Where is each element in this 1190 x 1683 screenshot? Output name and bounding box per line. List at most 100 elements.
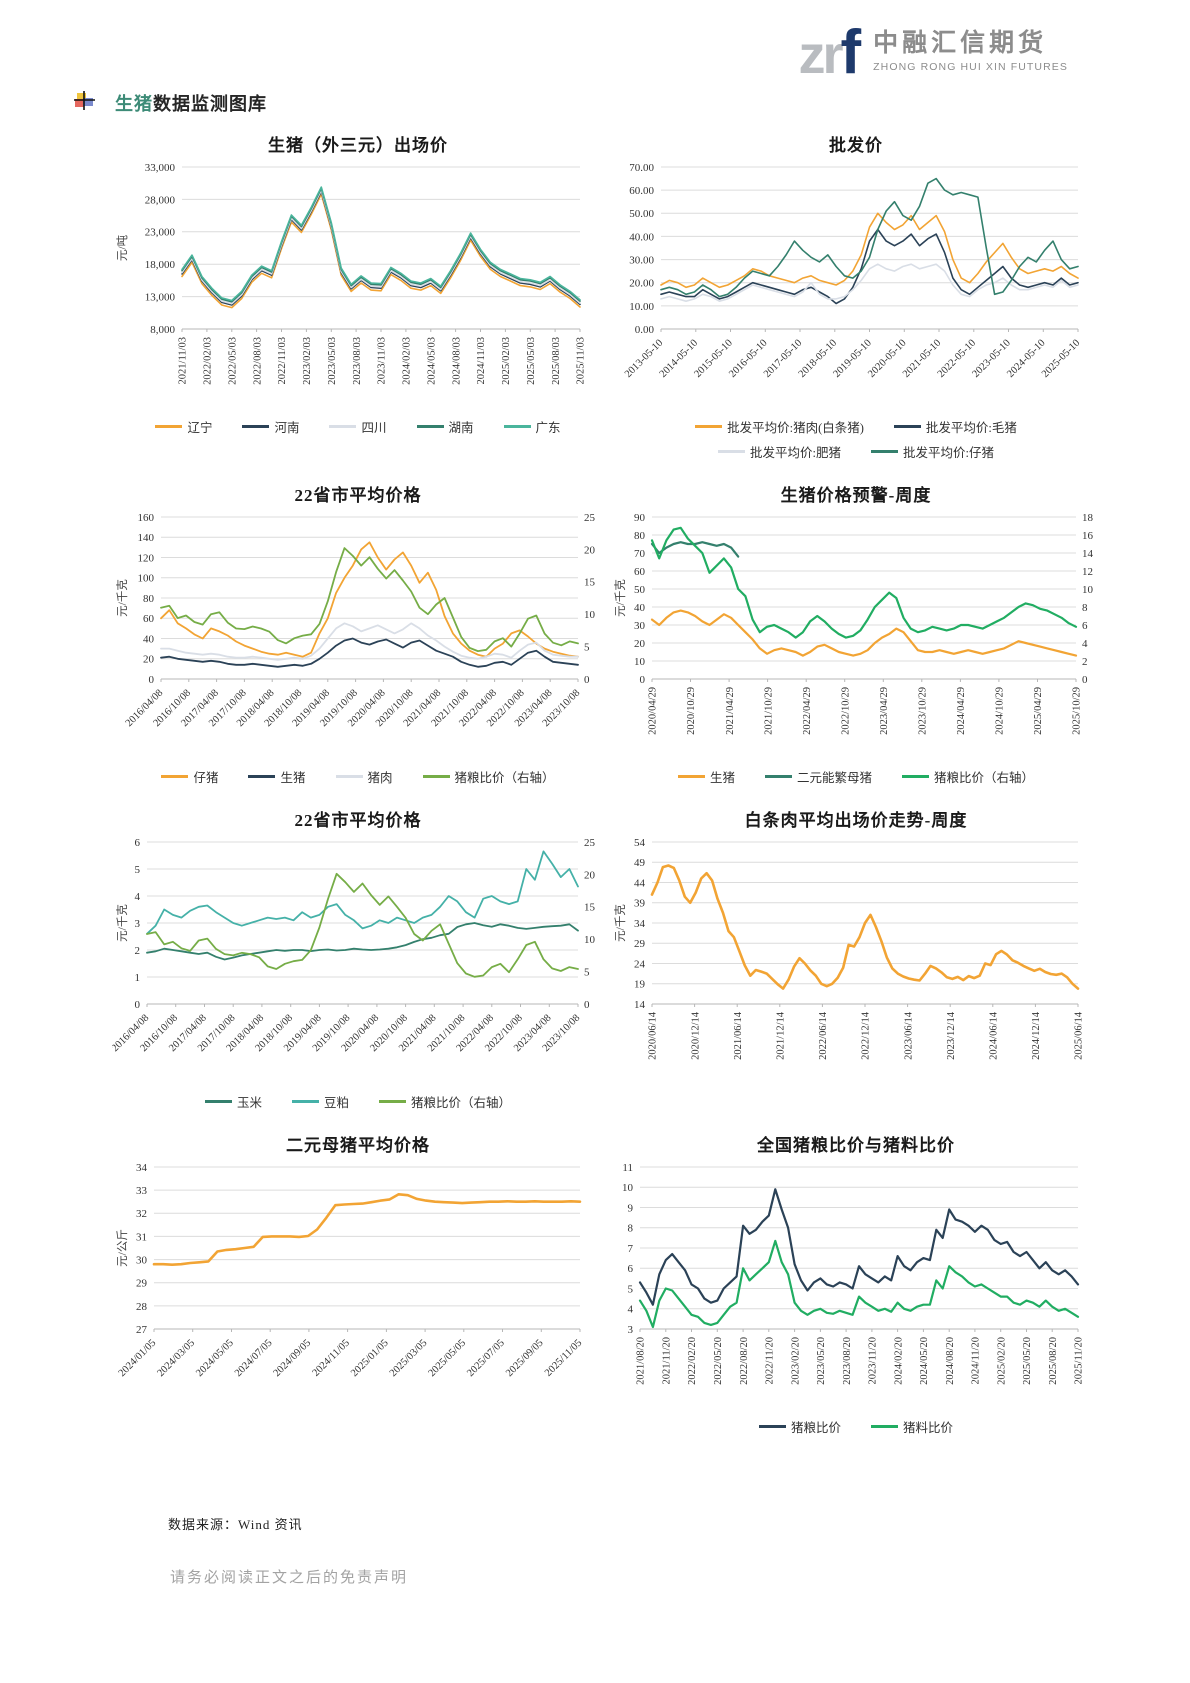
legend-line-marker-icon	[155, 425, 183, 428]
svg-text:6: 6	[135, 837, 141, 849]
svg-text:5: 5	[135, 864, 141, 876]
svg-text:40: 40	[143, 633, 155, 645]
svg-text:50.00: 50.00	[629, 208, 654, 220]
svg-text:2025/05/05: 2025/05/05	[427, 1338, 469, 1380]
svg-text:10.00: 10.00	[629, 301, 654, 313]
chart-title: 生猪价格预警-周度	[780, 486, 932, 505]
svg-text:10: 10	[622, 1182, 634, 1194]
svg-text:2024/07/05: 2024/07/05	[233, 1338, 275, 1380]
svg-text:23,000: 23,000	[145, 227, 176, 239]
svg-text:2024/09/05: 2024/09/05	[272, 1338, 314, 1380]
legend-label: 猪料比价	[903, 1421, 954, 1435]
svg-text:31: 31	[136, 1231, 147, 1243]
svg-text:0: 0	[1082, 674, 1088, 686]
legend-item: 批发平均价:猪肉(白条猪)	[695, 417, 864, 436]
svg-text:6: 6	[1082, 620, 1088, 632]
svg-text:2024/02/20: 2024/02/20	[893, 1337, 904, 1385]
svg-text:2024/05/03: 2024/05/03	[426, 337, 437, 385]
chart-title: 批发价	[829, 136, 883, 155]
svg-text:60: 60	[143, 613, 155, 625]
svg-text:2024/04/29: 2024/04/29	[956, 687, 967, 735]
company-name-en: ZHONG RONG HUI XIN FUTURES	[873, 60, 1068, 73]
svg-text:40.00: 40.00	[629, 231, 654, 243]
svg-text:13,000: 13,000	[145, 291, 176, 303]
svg-text:2023/11/03: 2023/11/03	[377, 337, 388, 384]
svg-text:25: 25	[584, 837, 596, 849]
svg-text:2021/08/20: 2021/08/20	[636, 1337, 647, 1385]
svg-text:2025/03/05: 2025/03/05	[388, 1338, 430, 1380]
svg-text:29: 29	[136, 1278, 148, 1290]
svg-text:2021/11/20: 2021/11/20	[661, 1337, 672, 1384]
svg-text:2020/10/29: 2020/10/29	[686, 687, 697, 735]
legend-item: 河南	[242, 417, 299, 436]
svg-text:6: 6	[628, 1263, 634, 1275]
svg-text:2021/06/14: 2021/06/14	[733, 1011, 744, 1060]
legend-item: 批发平均价:毛猪	[893, 417, 1017, 436]
svg-text:2025/09/05: 2025/09/05	[504, 1338, 546, 1380]
charts-grid: 生猪（外三元）出场价 8,000 13,000 18,000 23,000 28,000…	[112, 133, 1102, 1436]
legend-item: 生猪	[248, 767, 306, 786]
svg-text:2022/10/29: 2022/10/29	[840, 687, 851, 735]
legend-line-marker-icon	[718, 450, 746, 453]
svg-text:120: 120	[138, 552, 155, 564]
svg-text:30.00: 30.00	[629, 254, 654, 266]
svg-text:15: 15	[584, 577, 596, 589]
legend-label: 批发平均价:仔猪	[903, 446, 994, 460]
svg-text:2023/02/03: 2023/02/03	[302, 337, 313, 385]
svg-text:2024/08/20: 2024/08/20	[945, 1337, 956, 1385]
svg-text:2024/05/05: 2024/05/05	[194, 1338, 236, 1380]
disclaimer-text: 请务必阅读正文之后的免责声明	[170, 1570, 409, 1586]
legend-item: 豆粕	[291, 1092, 349, 1111]
svg-text:2024/06/14: 2024/06/14	[988, 1011, 999, 1060]
svg-text:2022/11/03: 2022/11/03	[277, 337, 288, 384]
svg-text:9: 9	[628, 1202, 634, 1214]
legend-label: 四川	[361, 421, 387, 435]
section-bullet-icon	[74, 90, 95, 116]
legend-line-marker-icon	[242, 425, 270, 428]
svg-text:元/吨: 元/吨	[116, 234, 129, 261]
legend-line-marker-icon	[764, 775, 792, 778]
legend-item: 湖南	[416, 417, 474, 436]
svg-text:14: 14	[1082, 548, 1094, 560]
chart-wholesale-price: 批发价 0.00 10.00 20.00 30.00 40.00 50.00 60.00 70…	[610, 133, 1102, 461]
legend-label: 湖南	[448, 421, 474, 435]
line-chart-svg: 0204060801001201401600510152025元/千克2016/…	[116, 512, 596, 729]
svg-text:1: 1	[135, 972, 141, 984]
svg-text:33,000: 33,000	[145, 162, 176, 174]
legend-line-marker-icon	[893, 425, 921, 428]
svg-text:2024/03/05: 2024/03/05	[155, 1338, 197, 1380]
svg-text:49: 49	[634, 857, 646, 869]
svg-text:2023/10/29: 2023/10/29	[917, 687, 928, 735]
svg-text:20: 20	[634, 638, 646, 650]
svg-text:2022/02/03: 2022/02/03	[203, 337, 214, 385]
svg-text:元/公斤: 元/公斤	[116, 1229, 129, 1267]
svg-text:18: 18	[1082, 512, 1094, 524]
legend-line-marker-icon	[503, 425, 531, 428]
svg-text:2: 2	[135, 945, 141, 957]
chart-22province-avg-price-1: 22省市平均价格 0 20 40 60 80 100 120 140 160 0 5 10 15 20 25…	[112, 483, 604, 786]
svg-text:30: 30	[136, 1254, 148, 1266]
legend-label: 批发平均价:肥猪	[750, 446, 841, 460]
svg-text:2022/12/14: 2022/12/14	[861, 1011, 872, 1060]
legend-label: 猪粮比价（右轴）	[934, 771, 1035, 785]
svg-text:2025/11/20: 2025/11/20	[1074, 1337, 1085, 1384]
legend-item: 猪料比价	[871, 1417, 953, 1436]
svg-text:4: 4	[1082, 638, 1088, 650]
chart-title: 白条肉平均出场价走势-周度	[744, 811, 968, 830]
svg-text:2025/11/03: 2025/11/03	[576, 337, 587, 384]
svg-text:28: 28	[136, 1301, 148, 1313]
legend-line-marker-icon	[161, 775, 189, 778]
section-header: 生猪数据监测图库	[74, 90, 267, 116]
chart-title: 生猪（外三元）出场价	[268, 136, 448, 155]
svg-text:30: 30	[634, 620, 646, 632]
legend-line-marker-icon	[871, 1425, 898, 1428]
legend-label: 生猪	[709, 771, 735, 785]
svg-text:2023/02/20: 2023/02/20	[790, 1337, 801, 1385]
legend-label: 批发平均价:毛猪	[925, 421, 1017, 435]
svg-text:2025/06/14: 2025/06/14	[1074, 1011, 1085, 1060]
page-title-rest: 数据监测图库	[153, 94, 267, 114]
svg-text:2025/01/05: 2025/01/05	[349, 1338, 391, 1380]
svg-text:10: 10	[584, 934, 596, 946]
legend-line-marker-icon	[758, 1425, 786, 1428]
